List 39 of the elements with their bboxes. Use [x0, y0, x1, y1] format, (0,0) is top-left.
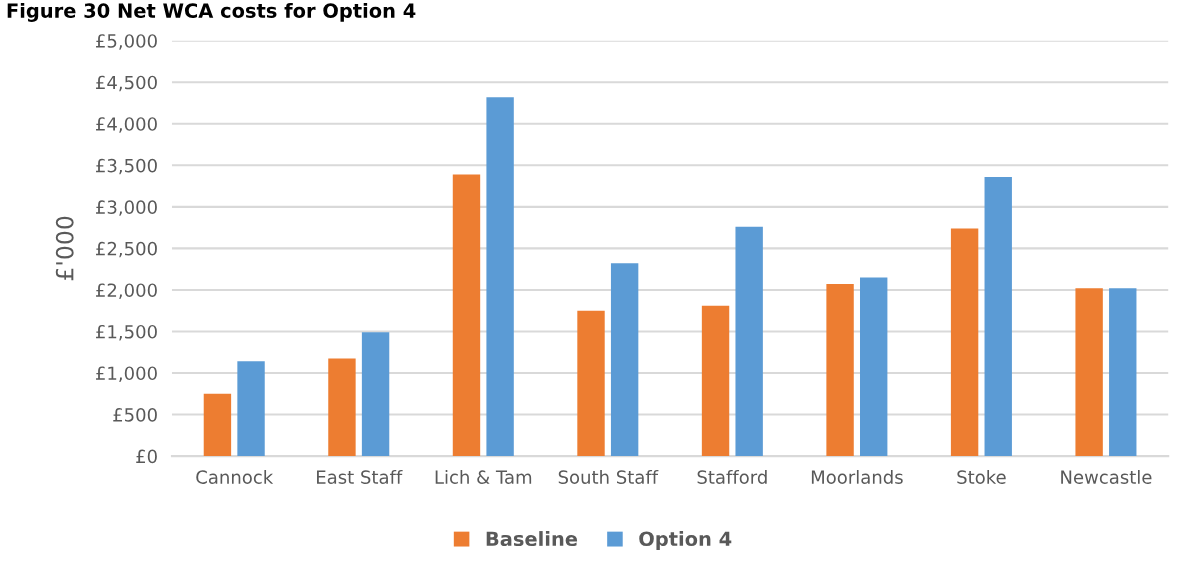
y-tick-label: £5,000	[96, 34, 157, 50]
bar	[950, 228, 979, 457]
y-tick-label: £0	[136, 449, 157, 464]
y-tick-label: £1,500	[96, 324, 157, 341]
y-tick-label: £1,000	[96, 366, 157, 382]
legend-label: Baseline	[486, 531, 578, 547]
x-tick-label: Cannock	[196, 469, 274, 484]
bar	[826, 284, 854, 457]
x-tick-label: Moorlands	[811, 469, 903, 484]
bar	[237, 361, 265, 457]
x-tick-label: Stoke	[957, 469, 1006, 484]
y-tick-label: £500	[113, 408, 157, 422]
y-tick-label: £4,000	[96, 117, 157, 133]
y-tick-label: £3,500	[96, 158, 157, 175]
y-axis-title: £'000	[55, 216, 74, 281]
y-tick-label: £3,000	[96, 200, 157, 216]
bar	[701, 305, 730, 457]
y-tick-label: £2,000	[96, 283, 157, 299]
bar	[361, 332, 390, 457]
y-tick-label: £2,500	[96, 241, 157, 258]
x-tick-label: South Staff	[558, 469, 659, 484]
bar	[984, 176, 1012, 457]
y-tick-label: £4,500	[96, 75, 157, 92]
chart-title: Figure 30 Net WCA costs for Option 4	[7, 2, 416, 22]
bar	[1075, 288, 1103, 457]
bar	[735, 226, 763, 457]
bar	[203, 393, 232, 457]
x-tick-label: East Staff	[317, 469, 403, 484]
bar	[860, 277, 888, 457]
x-tick-label: Stafford	[697, 469, 767, 484]
legend-label: Option 4	[639, 531, 732, 550]
bar	[328, 358, 356, 457]
bar	[577, 310, 605, 457]
x-tick-label: Newcastle	[1061, 469, 1152, 484]
bar	[1109, 288, 1137, 457]
x-tick-label: Lich & Tam	[435, 469, 532, 484]
bar	[486, 97, 514, 457]
bar	[452, 174, 481, 457]
bar	[610, 263, 639, 457]
